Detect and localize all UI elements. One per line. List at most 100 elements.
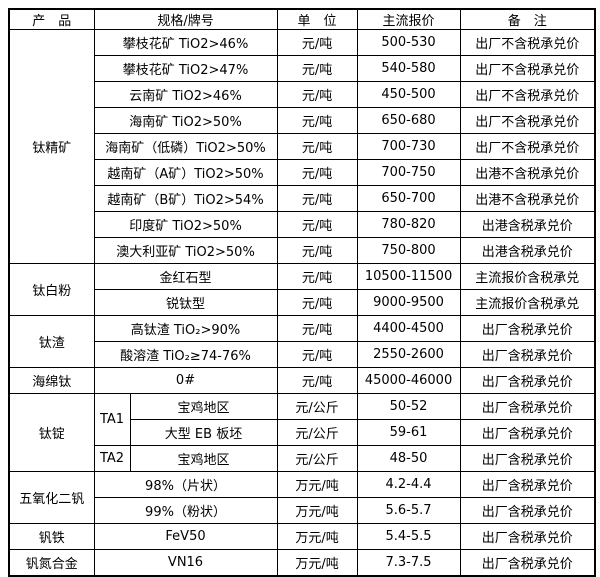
note-cell: 出港含税承兑价 (459, 237, 596, 264)
note-cell: 出厂不含税承兑价 (459, 29, 596, 56)
price-cell: 500-530 (356, 29, 461, 56)
price-table-container: 产 品 规格/牌号 单 位 主流报价 备 注 钛精矿 攀枝花矿 TiO2>46% 元… (8, 8, 597, 577)
note-cell: 出厂含税承兑价 (459, 367, 596, 394)
unit-cell: 万元/吨 (276, 471, 358, 498)
table-row: 云南矿 TiO2>46% 元/吨 450-500 出厂不含税承兑价 (9, 81, 596, 108)
table-row: 越南矿（A矿）TiO2>50% 元/吨 700-750 出港不含税承兑价 (9, 159, 596, 186)
product-cell: 钛锭 (8, 393, 95, 472)
spec-cell: 澳大利亚矿 TiO2>50% (93, 237, 278, 264)
spec-cell: 锐钛型 (93, 289, 278, 316)
unit-cell: 元/吨 (276, 133, 358, 160)
price-cell: 59-61 (356, 419, 461, 446)
price-cell: 780-820 (356, 211, 461, 238)
note-cell: 出厂含税承兑价 (459, 341, 596, 368)
table-header: 产 品 规格/牌号 单 位 主流报价 备 注 (8, 8, 596, 30)
product-cell: 钒氮合金 (8, 549, 95, 577)
unit-cell: 元/公斤 (276, 419, 358, 446)
grade-cell: TA1 (93, 393, 131, 446)
table-row: 酸溶渣 TiO₂≥74-76% 元/吨 2550-2600 出厂含税承兑价 (9, 341, 596, 368)
product-cell: 五氧化二钒 (8, 471, 95, 524)
spec-cell: 越南矿（B矿）TiO2>54% (93, 185, 278, 212)
unit-cell: 元/吨 (276, 55, 358, 82)
table-row: 钛精矿 攀枝花矿 TiO2>46% 元/吨 500-530 出厂不含税承兑价 (8, 29, 596, 264)
price-cell: 4400-4500 (356, 315, 461, 342)
unit-cell: 万元/吨 (276, 549, 358, 577)
unit-cell: 元/吨 (276, 159, 358, 186)
product-cell: 钛白粉 (8, 263, 95, 316)
unit-cell: 元/吨 (276, 263, 358, 290)
price-cell: 700-730 (356, 133, 461, 160)
price-cell: 750-800 (356, 237, 461, 264)
unit-cell: 元/吨 (276, 237, 358, 264)
header-row: 产 品 规格/牌号 单 位 主流报价 备 注 (8, 8, 596, 30)
unit-cell: 元/公斤 (276, 393, 358, 420)
unit-cell: 元/吨 (276, 341, 358, 368)
spec-cell: 攀枝花矿 TiO2>47% (93, 55, 278, 82)
note-cell: 出厂含税承兑价 (459, 445, 596, 472)
header-spec: 规格/牌号 (93, 8, 278, 30)
price-cell: 650-700 (356, 185, 461, 212)
unit-cell: 万元/吨 (276, 497, 358, 524)
table-row: 攀枝花矿 TiO2>47% 元/吨 540-580 出厂不含税承兑价 (9, 55, 596, 82)
price-table: 产 品 规格/牌号 单 位 主流报价 备 注 钛精矿 攀枝花矿 TiO2>46% 元… (8, 8, 597, 577)
table-row: 印度矿 TiO2>50% 元/吨 780-820 出港含税承兑价 (9, 211, 596, 238)
unit-cell: 元/吨 (276, 107, 358, 134)
spec-cell: 印度矿 TiO2>50% (93, 211, 278, 238)
spec-cell: 海南矿（低磷）TiO2>50% (93, 133, 278, 160)
price-cell: 45000-46000 (356, 367, 461, 394)
header-unit: 单 位 (276, 8, 358, 30)
note-cell: 主流报价含税承兑 (459, 289, 596, 316)
product-cell: 海绵钛 (8, 367, 95, 394)
unit-cell: 元/公斤 (276, 445, 358, 472)
price-cell: 2550-2600 (356, 341, 461, 368)
note-cell: 出厂含税承兑价 (459, 523, 596, 550)
note-cell: 出厂含税承兑价 (459, 497, 596, 524)
spec-cell: 宝鸡地区 (129, 393, 278, 420)
spec-cell: 海南矿 TiO2>50% (93, 107, 278, 134)
note-cell: 出厂不含税承兑价 (459, 133, 596, 160)
price-cell: 9000-9500 (356, 289, 461, 316)
header-price: 主流报价 (356, 8, 461, 30)
price-cell: 5.6-5.7 (356, 497, 461, 524)
unit-cell: 元/吨 (276, 81, 358, 108)
unit-cell: 万元/吨 (276, 523, 358, 550)
note-cell: 出厂不含税承兑价 (459, 107, 596, 134)
note-cell: 出厂不含税承兑价 (459, 55, 596, 82)
unit-cell: 元/吨 (276, 367, 358, 394)
product-cell: 钛精矿 (8, 29, 95, 264)
spec-cell: 99%（粉状） (93, 497, 278, 524)
table-row: 海南矿（低磷）TiO2>50% 元/吨 700-730 出厂不含税承兑价 (9, 133, 596, 160)
grade-cell: TA2 (93, 445, 131, 472)
price-cell: 7.3-7.5 (356, 549, 461, 577)
note-cell: 出厂含税承兑价 (459, 393, 596, 420)
spec-cell: 宝鸡地区 (129, 445, 278, 472)
header-product: 产 品 (8, 8, 95, 30)
spec-cell: 云南矿 TiO2>46% (93, 81, 278, 108)
note-cell: 出厂含税承兑价 (459, 549, 596, 577)
spec-cell: VN16 (93, 549, 278, 577)
spec-cell: 金红石型 (93, 263, 278, 290)
spec-cell: 攀枝花矿 TiO2>46% (93, 29, 278, 56)
price-cell: 700-750 (356, 159, 461, 186)
table-row: 钛锭 TA1 宝鸡地区 元/公斤 50-52 出厂含税承兑价 (8, 393, 596, 472)
unit-cell: 元/吨 (276, 289, 358, 316)
note-cell: 出厂含税承兑价 (459, 419, 596, 446)
unit-cell: 元/吨 (276, 315, 358, 342)
table-row: 钛渣 高钛渣 TiO₂>90% 元/吨 4400-4500 出厂含税承兑价 (8, 315, 596, 368)
table-row: 大型 EB 板坯 元/公斤 59-61 出厂含税承兑价 (9, 419, 596, 446)
table-row: 钒氮合金 VN16 万元/吨 7.3-7.5 出厂含税承兑价 (8, 549, 596, 577)
spec-cell: 98%（片状） (93, 471, 278, 498)
spec-cell: 0# (93, 367, 278, 394)
note-cell: 出厂含税承兑价 (459, 471, 596, 498)
unit-cell: 元/吨 (276, 29, 358, 56)
table-row: 海南矿 TiO2>50% 元/吨 650-680 出厂不含税承兑价 (9, 107, 596, 134)
price-cell: 5.4-5.5 (356, 523, 461, 550)
note-cell: 出港含税承兑价 (459, 211, 596, 238)
price-cell: 540-580 (356, 55, 461, 82)
table-row: 海绵钛 0# 元/吨 45000-46000 出厂含税承兑价 (8, 367, 596, 394)
price-cell: 4.2-4.4 (356, 471, 461, 498)
spec-cell: FeV50 (93, 523, 278, 550)
price-cell: 50-52 (356, 393, 461, 420)
spec-cell: 越南矿（A矿）TiO2>50% (93, 159, 278, 186)
note-cell: 出港不含税承兑价 (459, 185, 596, 212)
